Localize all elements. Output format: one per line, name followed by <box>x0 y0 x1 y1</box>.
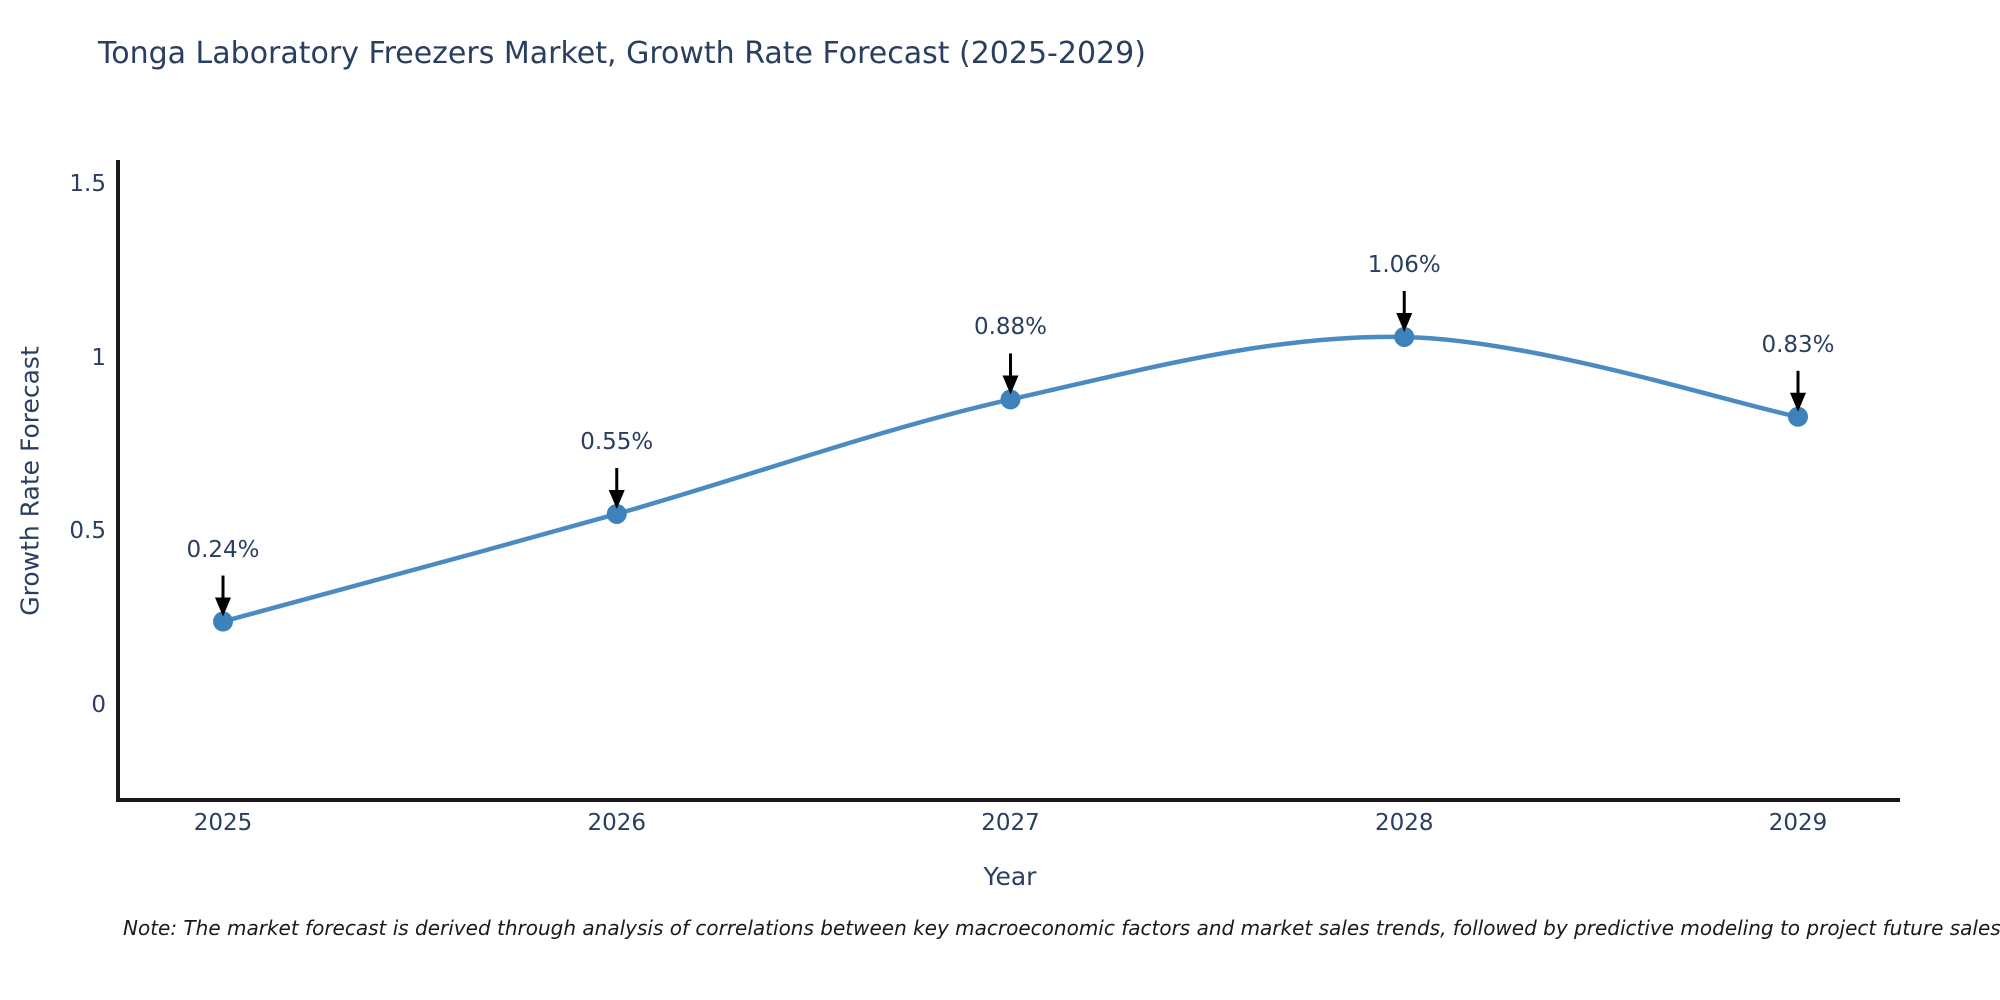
y-tick-label: 1 <box>91 344 106 371</box>
annotation-arrowhead <box>1002 375 1019 395</box>
data-point-marker-2028 <box>1394 326 1415 347</box>
annotation-arrowhead <box>1790 392 1806 412</box>
x-axis-title: Year <box>983 862 1037 891</box>
x-tick-label: 2029 <box>1768 810 1828 836</box>
footnote: Note: The market forecast is derived thr… <box>123 916 2000 940</box>
annotation-arrowhead <box>608 489 625 509</box>
data-point-marker-2029 <box>1788 406 1808 427</box>
data-point-marker-2027 <box>1000 389 1021 410</box>
x-tick-label: 2027 <box>981 810 1040 836</box>
data-point-label: 0.88% <box>973 314 1048 341</box>
chart-title: Tonga Laboratory Freezers Market, Growth… <box>98 36 1146 71</box>
annotation-arrowhead <box>215 597 231 617</box>
x-tick-label: 2025 <box>193 810 253 836</box>
data-point-label: 0.24% <box>186 536 260 563</box>
x-tick-label: 2028 <box>1374 810 1434 836</box>
annotation-arrowhead <box>1396 312 1413 332</box>
data-point-label: 0.55% <box>580 428 654 455</box>
x-tick-label: 2026 <box>587 810 647 836</box>
y-tick-label: 0 <box>91 691 106 718</box>
y-tick-label: 1.5 <box>69 171 106 198</box>
data-point-label: 0.83% <box>1761 331 1835 358</box>
data-point-label: 1.06% <box>1367 251 1441 278</box>
data-point-marker-2025 <box>213 611 233 632</box>
y-tick-label: 0.5 <box>69 518 106 545</box>
data-point-marker-2026 <box>606 503 627 524</box>
